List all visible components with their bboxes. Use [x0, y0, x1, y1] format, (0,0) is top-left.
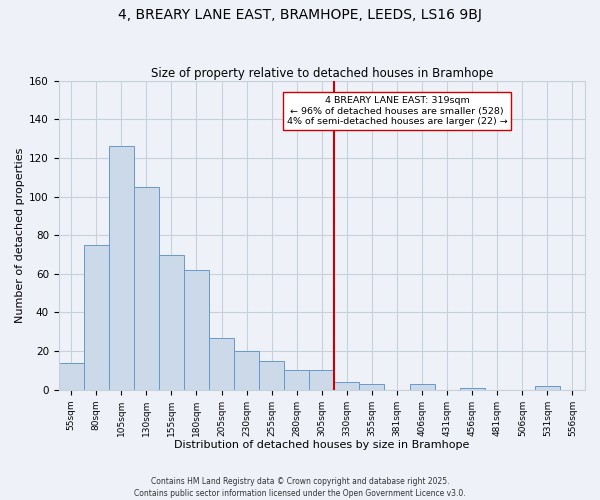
Text: 4 BREARY LANE EAST: 319sqm  
← 96% of detached houses are smaller (528)
4% of se: 4 BREARY LANE EAST: 319sqm ← 96% of deta… [287, 96, 508, 126]
Bar [284, 370, 309, 390]
Bar [309, 370, 334, 390]
Bar [134, 187, 159, 390]
Bar [460, 388, 485, 390]
Bar [109, 146, 134, 390]
Bar [535, 386, 560, 390]
X-axis label: Distribution of detached houses by size in Bramhope: Distribution of detached houses by size … [174, 440, 470, 450]
Y-axis label: Number of detached properties: Number of detached properties [15, 148, 25, 323]
Bar [184, 270, 209, 390]
Bar [334, 382, 359, 390]
Text: Contains HM Land Registry data © Crown copyright and database right 2025.
Contai: Contains HM Land Registry data © Crown c… [134, 476, 466, 498]
Bar [209, 338, 234, 390]
Bar [59, 362, 84, 390]
Bar [84, 245, 109, 390]
Bar [234, 351, 259, 390]
Text: 4, BREARY LANE EAST, BRAMHOPE, LEEDS, LS16 9BJ: 4, BREARY LANE EAST, BRAMHOPE, LEEDS, LS… [118, 8, 482, 22]
Bar [410, 384, 434, 390]
Bar [159, 254, 184, 390]
Bar [259, 361, 284, 390]
Title: Size of property relative to detached houses in Bramhope: Size of property relative to detached ho… [151, 66, 493, 80]
Bar [359, 384, 385, 390]
